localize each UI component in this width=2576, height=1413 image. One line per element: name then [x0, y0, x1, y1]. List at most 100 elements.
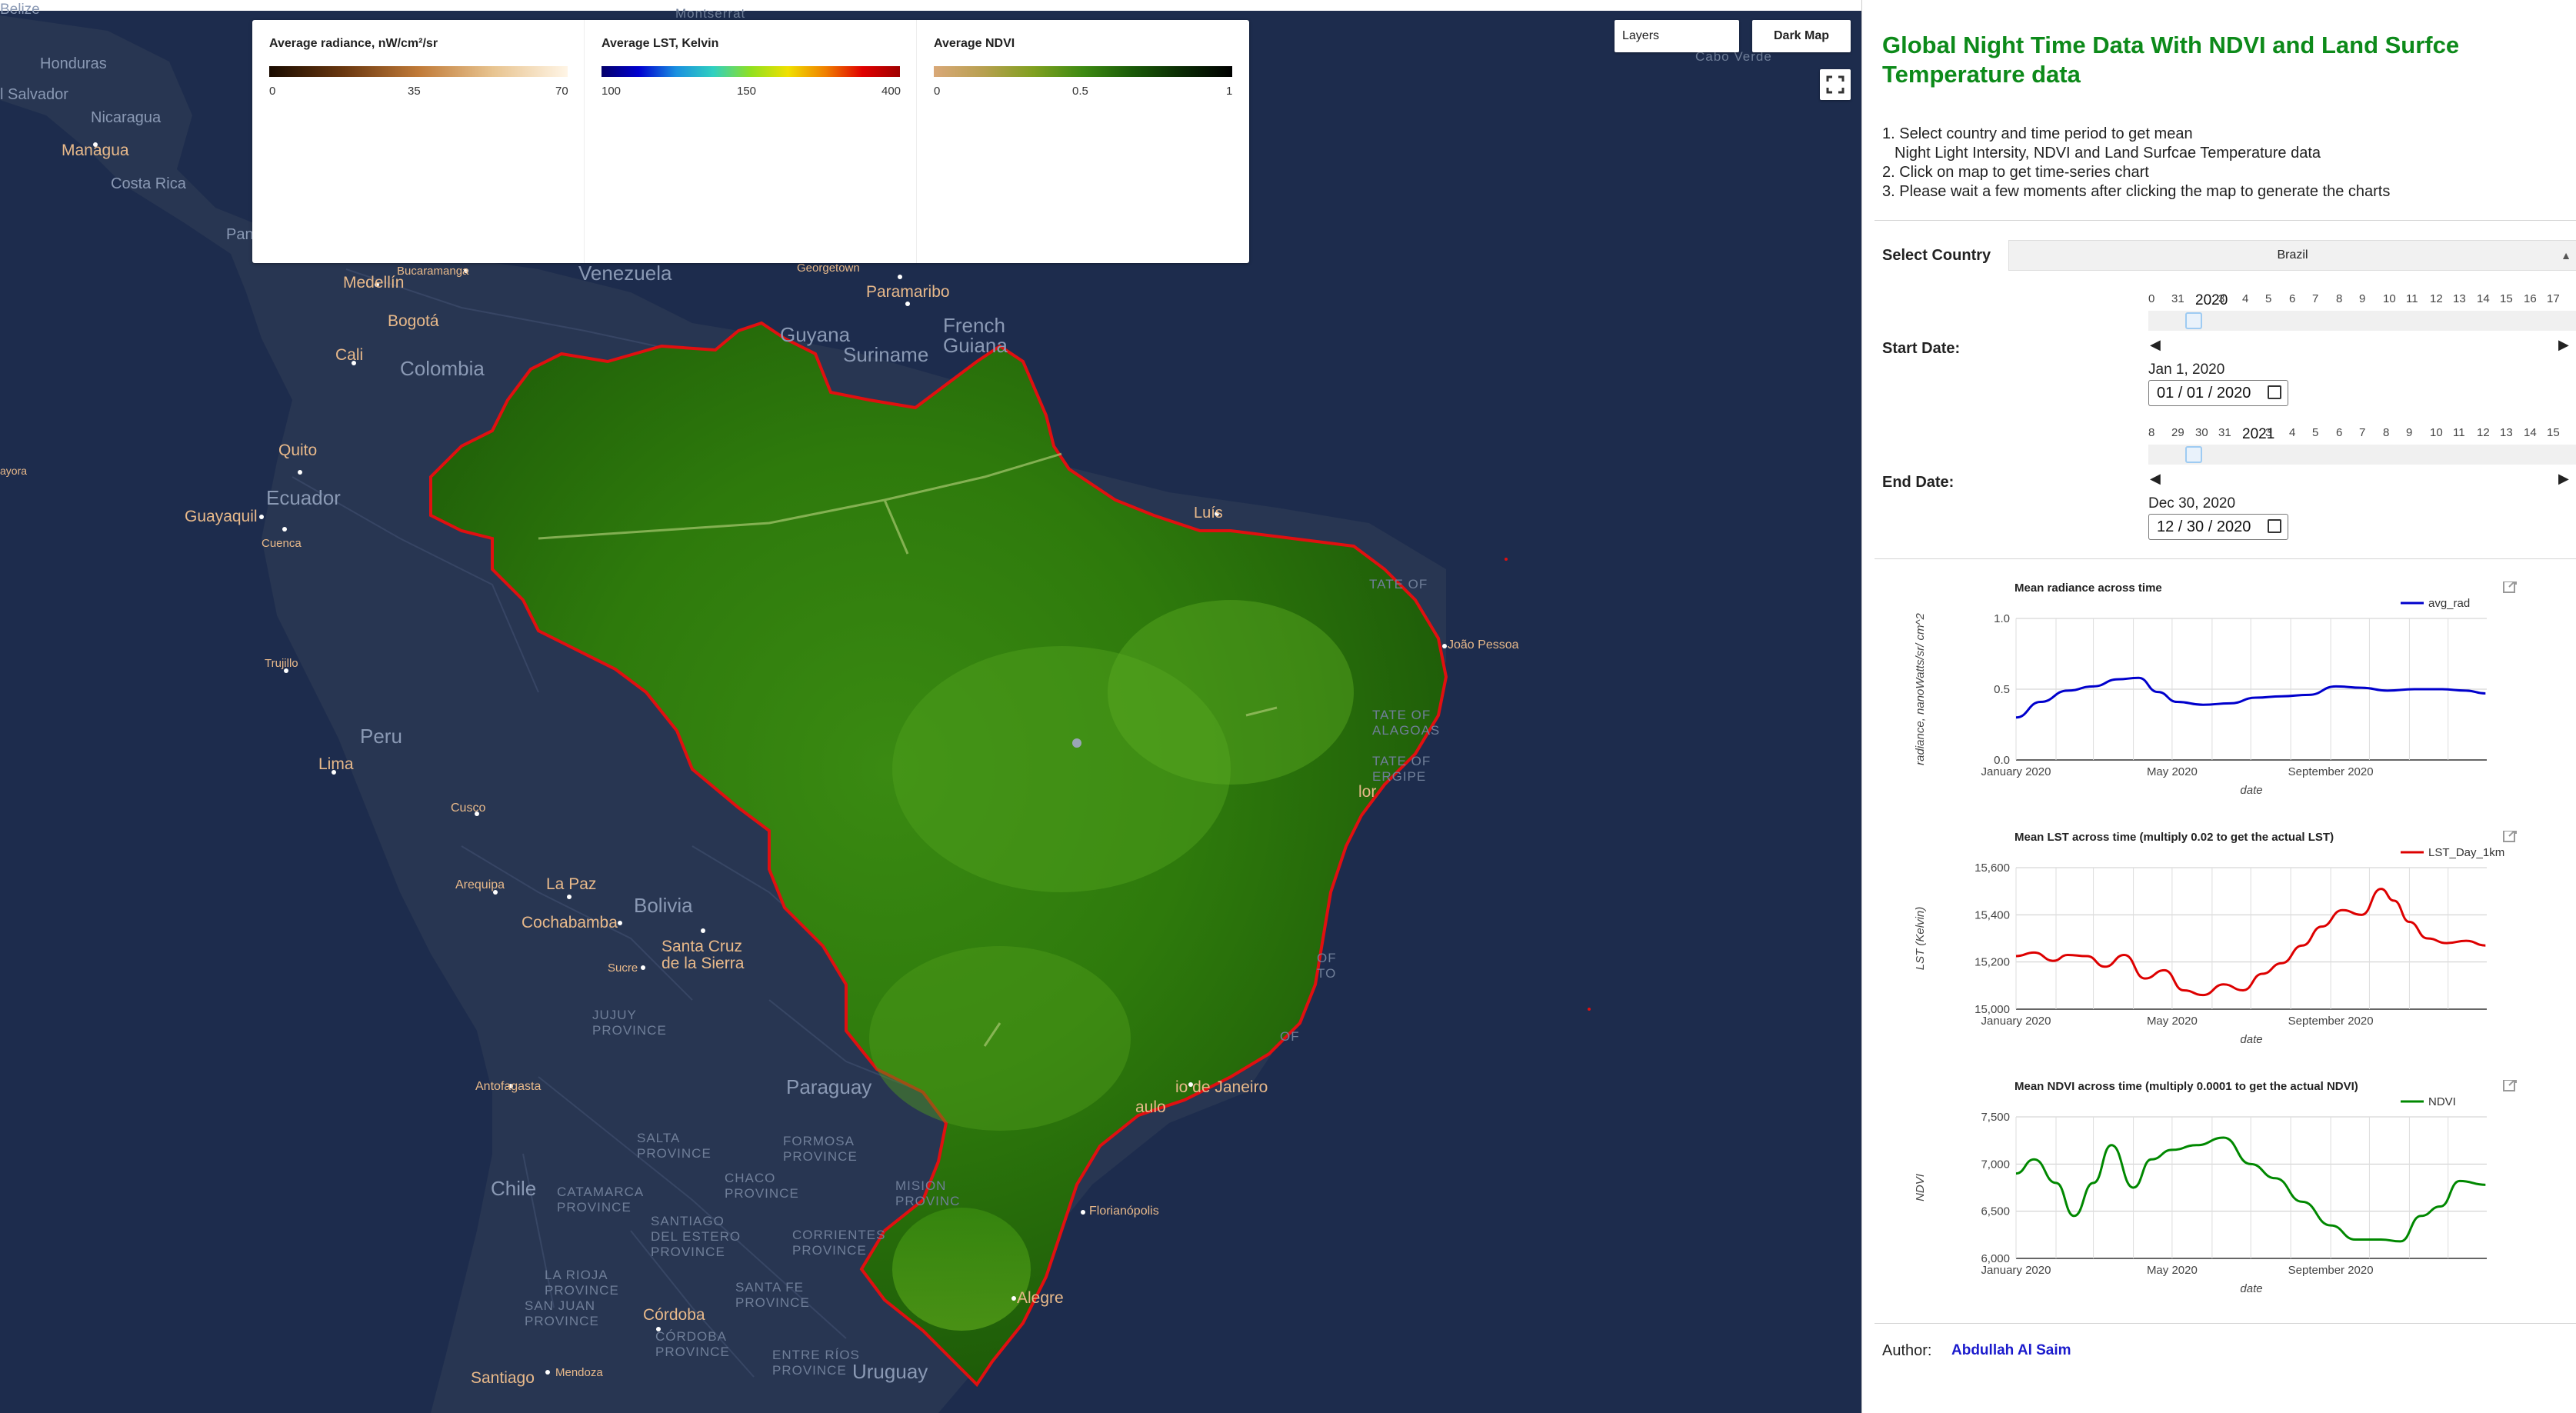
legend-tick: 35: [408, 85, 421, 98]
end-date-input[interactable]: 12 / 30 / 2020: [2148, 514, 2288, 540]
map-label: aulo: [1135, 1098, 1166, 1116]
slider-tick-label: 14: [2524, 426, 2537, 439]
dark-map-button[interactable]: Dark Map: [1752, 20, 1851, 52]
map-label: Lima: [318, 755, 354, 773]
start-date-input[interactable]: 01 / 01 / 2020: [2148, 380, 2288, 406]
ndvi-chart[interactable]: Mean NDVI across time (multiply 0.0001 t…: [1893, 1080, 2570, 1311]
popout-icon[interactable]: [2503, 582, 2517, 593]
map-label: l Salvador: [0, 86, 68, 103]
map-label: Paramaribo: [866, 283, 950, 301]
author-link[interactable]: Abdullah Al Saim: [1951, 1342, 2071, 1358]
legend-tick: 400: [881, 85, 901, 98]
legend-colorbar: [934, 66, 1232, 77]
lst-chart[interactable]: Mean LST across time (multiply 0.02 to g…: [1893, 831, 2570, 1061]
map-label: Alegre: [1017, 1289, 1064, 1307]
end-slider-next-arrow[interactable]: ▶: [2558, 471, 2569, 486]
map-label: Bolivia: [634, 894, 693, 917]
map-label: Pan: [226, 226, 254, 243]
map-label: João Pessoa: [1448, 638, 1519, 652]
country-label: Select Country: [1882, 247, 1991, 264]
end-slider-prev-arrow[interactable]: ◀: [2150, 471, 2161, 486]
calendar-icon[interactable]: [2268, 519, 2281, 533]
legend-ndvi: Average NDVI 0 0.5 1: [917, 20, 1249, 263]
end-date-label: End Date:: [1882, 474, 1954, 491]
end-date-text: Dec 30, 2020: [2148, 495, 2236, 512]
chart-svg: 6,000 6,500 7,000 7,500 January 2020 May 2020…: [1914, 1080, 2517, 1295]
y-tick-label: 15,400: [1974, 908, 2010, 921]
map-label: Santa Cruz de la Sierra: [661, 938, 745, 972]
calendar-icon[interactable]: [2268, 385, 2281, 399]
start-slider-prev-arrow[interactable]: ◀: [2150, 337, 2161, 352]
map-label: SANTIAGO DEL ESTERO PROVINCE: [651, 1214, 741, 1259]
map-label: Suriname: [843, 343, 929, 366]
map-label: CATAMARCA PROVINCE: [557, 1185, 645, 1215]
legend-title: Average radiance, nW/cm²/sr: [269, 37, 438, 50]
end-slider-handle[interactable]: [2185, 446, 2202, 463]
map-label: TATE OF: [1369, 577, 1428, 592]
map-label: Guayaquil: [185, 508, 258, 525]
legend-label: avg_rad: [2428, 597, 2470, 610]
slider-tick-label: 8: [2383, 426, 2390, 439]
popout-icon[interactable]: [2503, 831, 2517, 842]
map-label: SALTA PROVINCE: [637, 1131, 711, 1161]
start-date-text: Jan 1, 2020: [2148, 362, 2225, 378]
map-label: Ecuador: [266, 486, 341, 509]
legend-tick: 0: [934, 85, 941, 98]
map-label: Venezuela: [578, 262, 672, 285]
map-label: SANTA FE PROVINCE: [735, 1280, 810, 1310]
popout-icon[interactable]: [2503, 1080, 2517, 1091]
map-label: Mendoza: [555, 1366, 603, 1379]
y-tick-label: 0.5: [1994, 683, 2010, 696]
slider-tick-label: 14: [2477, 292, 2490, 305]
y-tick-label: 7,000: [1981, 1158, 2010, 1171]
map-label: Georgetown: [797, 262, 860, 275]
y-axis-label: NDVI: [1914, 1174, 1927, 1201]
map-label: Belize: [0, 2, 40, 18]
slider-tick-label: 17: [2547, 292, 2560, 305]
end-date-slider[interactable]: [2148, 445, 2576, 465]
x-tick-label: May 2020: [2147, 1015, 2198, 1028]
country-select[interactable]: Brazil ▲: [2008, 240, 2576, 271]
start-date-slider[interactable]: [2148, 311, 2576, 331]
legend-radiance: Average radiance, nW/cm²/sr 0 35 70: [252, 20, 585, 263]
slider-tick-label: 5: [2265, 292, 2272, 305]
legend-colorbar: [602, 66, 900, 77]
slider-tick-label: 15: [2500, 292, 2513, 305]
map-label: io de Janeiro: [1175, 1078, 1268, 1096]
start-slider-next-arrow[interactable]: ▶: [2558, 337, 2569, 352]
panel-title: Global Night Time Data With NDVI and Lan…: [1882, 32, 2460, 88]
y-tick-label: 6,500: [1981, 1205, 2010, 1218]
map-label: ENTRE RÍOS PROVINCE: [772, 1348, 860, 1378]
divider: [1875, 1323, 2576, 1324]
map-label: Antofagasta: [475, 1080, 542, 1093]
series-line[interactable]: [2015, 888, 2486, 997]
series-line[interactable]: [2015, 676, 2486, 719]
map-label: Arequipa: [455, 878, 505, 891]
instructions: 1. Select country and time period to get…: [1882, 125, 2390, 202]
fullscreen-button[interactable]: [1820, 69, 1851, 100]
map-label: Peru: [360, 725, 402, 748]
slider-tick-label: 8: [2148, 426, 2155, 439]
instruction-line: 3. Please wait a few moments after click…: [1882, 183, 2391, 200]
side-panel: Global Night Time Data With NDVI and Lan…: [1861, 0, 2576, 1413]
end-slider-ticks: 8 29 30 31 2021 3 4 5 6 7 8 9 10 11 12 13 14 15: [2148, 426, 2576, 445]
slider-tick-label: 29: [2171, 426, 2184, 439]
slider-tick-label: 3: [2265, 426, 2272, 439]
chart-svg: 0.0 0.5 1.0 January 2020 May 2020 September 2…: [1914, 582, 2517, 797]
start-date-label: Start Date:: [1882, 340, 1961, 357]
radiance-chart[interactable]: Mean radiance across time 0.0 0.5 1.0 Janua…: [1893, 582, 2570, 812]
fullscreen-icon: [1826, 75, 1845, 94]
x-axis-label: date: [2240, 784, 2262, 797]
map-label: Santiago: [471, 1369, 535, 1387]
series-line[interactable]: [2015, 1136, 2486, 1243]
start-slider-handle[interactable]: [2185, 312, 2202, 329]
layers-select[interactable]: Layers: [1615, 20, 1739, 52]
instruction-line: Night Light Intersity, NDVI and Land Sur…: [1895, 145, 2321, 162]
legend-tick: 100: [602, 85, 622, 98]
map-label: OF TO: [1317, 951, 1337, 981]
x-tick-label: May 2020: [2147, 1264, 2198, 1277]
map-label: SAN JUAN PROVINCE: [525, 1298, 599, 1328]
slider-tick-label: 0: [2148, 292, 2155, 305]
x-tick-label: May 2020: [2147, 765, 2198, 778]
map-view[interactable]: Belize Montserrat Honduras l Salvador Ni…: [0, 0, 1861, 1413]
